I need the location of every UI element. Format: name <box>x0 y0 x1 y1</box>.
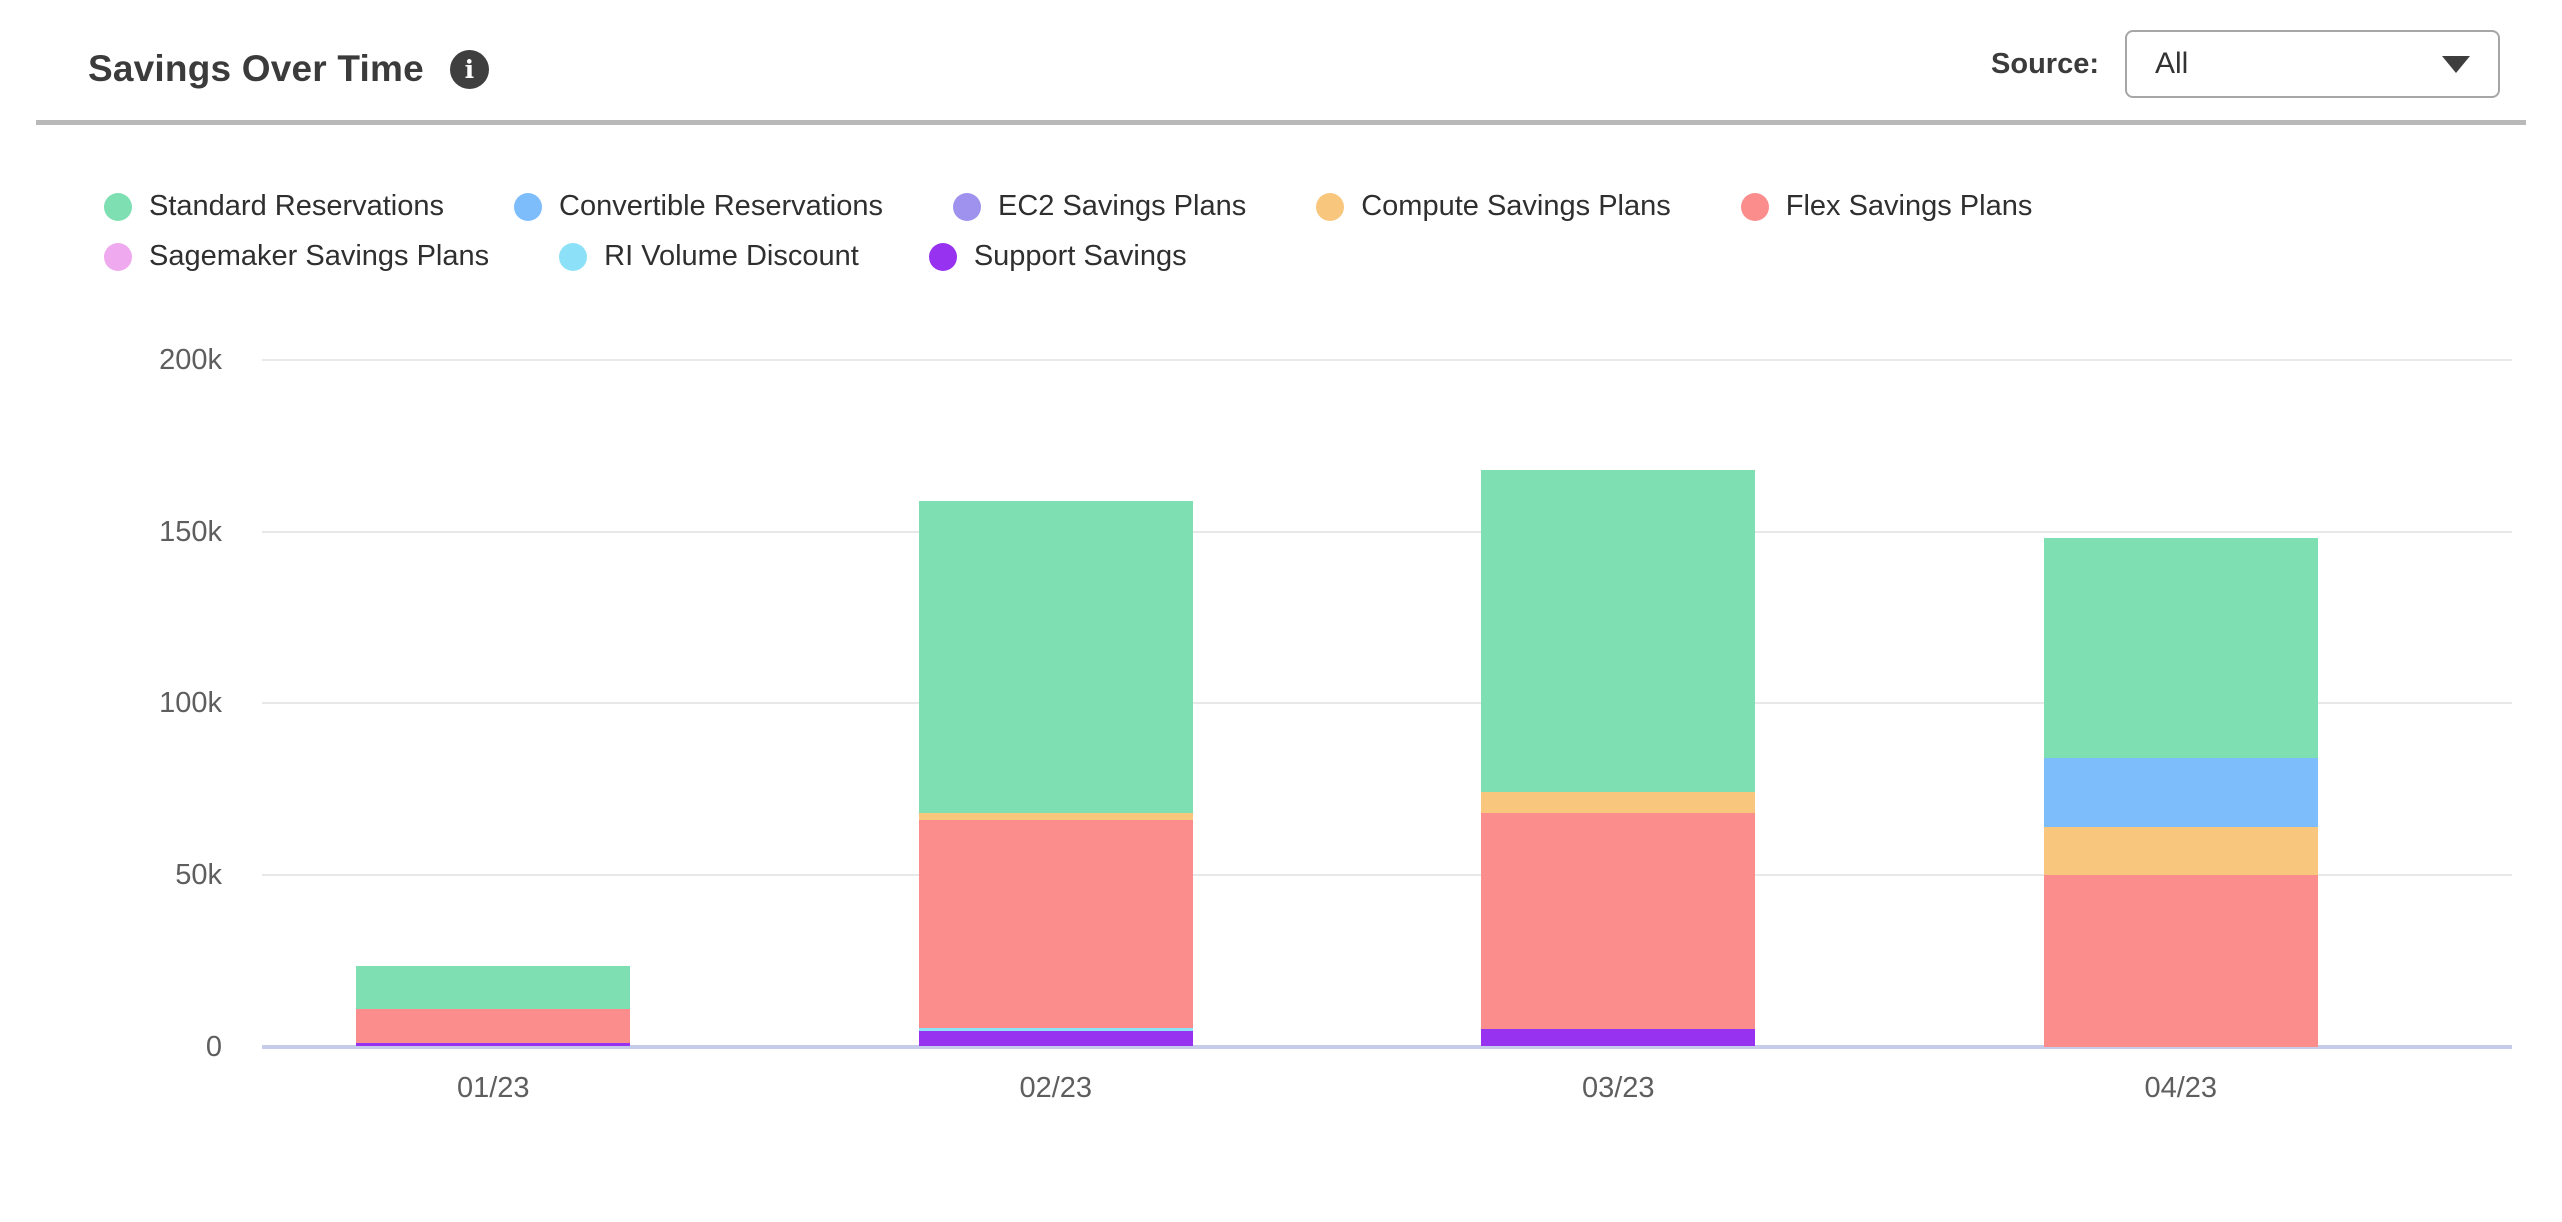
x-tick-label: 01/23 <box>456 1072 530 1104</box>
legend-swatch-icon <box>104 192 132 221</box>
legend-item-standard-reservations[interactable]: Standard Reservations <box>104 190 444 223</box>
chart-header: Savings Over Time i <box>88 48 489 90</box>
bar-segment-standard-reservations[interactable] <box>2043 538 2318 759</box>
bar-segment-support-savings[interactable] <box>1481 1029 1756 1047</box>
legend-label: Convertible Reservations <box>559 190 883 222</box>
bar-segment-standard-reservations[interactable] <box>918 500 1193 814</box>
legend-swatch-icon <box>1316 192 1345 221</box>
bar-segment-compute-savings-plans[interactable] <box>918 813 1193 820</box>
legend-item-convertible-reservations[interactable]: Convertible Reservations <box>514 190 883 223</box>
bar-segment-flex-savings-plans[interactable] <box>918 819 1193 1028</box>
legend-item-sagemaker-savings-plans[interactable]: Sagemaker Savings Plans <box>104 240 489 273</box>
bar-segment-standard-reservations[interactable] <box>356 965 631 1009</box>
page-title: Savings Over Time <box>88 48 424 89</box>
x-axis-line <box>262 1044 2512 1049</box>
gridline <box>262 359 2512 361</box>
legend-label: Flex Savings Plans <box>1785 190 2033 222</box>
legend-label: Standard Reservations <box>149 190 444 222</box>
gridline <box>262 873 2512 876</box>
legend-label: EC2 Savings Plans <box>997 190 1247 222</box>
source-label: Source: <box>1991 47 2099 80</box>
bar-segment-flex-savings-plans[interactable] <box>356 1008 631 1044</box>
source-selected-value: All <box>2155 47 2189 80</box>
y-tick-label: 100k <box>159 687 222 720</box>
legend-swatch-icon <box>104 242 132 271</box>
y-tick-label: 0 <box>205 1030 222 1063</box>
legend-item-ri-volume-discount[interactable]: RI Volume Discount <box>559 240 859 273</box>
bar-segment-compute-savings-plans[interactable] <box>2043 826 2318 875</box>
legend-label: Compute Savings Plans <box>1361 190 1671 222</box>
legend-item-ec2-savings-plans[interactable]: EC2 Savings Plans <box>952 190 1247 223</box>
legend-swatch-icon <box>559 242 588 271</box>
chevron-down-icon <box>2442 55 2470 73</box>
legend-label: Sagemaker Savings Plans <box>149 240 490 272</box>
legend-row-1: Standard Reservations Convertible Reserva… <box>104 190 2032 223</box>
bar-segment-standard-reservations[interactable] <box>1481 469 1756 793</box>
legend-label: Support Savings <box>973 240 1187 272</box>
info-icon-glyph: i <box>464 54 475 84</box>
y-tick-label: 50k <box>175 858 222 891</box>
legend-item-support-savings[interactable]: Support Savings <box>928 240 1187 273</box>
legend-row-2: Sagemaker Savings Plans RI Volume Discoun… <box>104 240 1187 273</box>
x-tick-label: 04/23 <box>2144 1072 2218 1104</box>
gridline <box>262 530 2512 533</box>
legend-item-flex-savings-plans[interactable]: Flex Savings Plans <box>1740 190 2033 223</box>
x-tick-label: 02/23 <box>1019 1072 1093 1104</box>
legend-item-compute-savings-plans[interactable]: Compute Savings Plans <box>1316 190 1671 223</box>
y-tick-label: 200k <box>159 344 222 376</box>
y-tick-label: 150k <box>159 515 222 548</box>
legend-swatch-icon <box>1740 192 1769 221</box>
bar-segment-flex-savings-plans[interactable] <box>1481 813 1756 1030</box>
bar-segment-ri-volume-discount[interactable] <box>918 1027 1193 1032</box>
gridline <box>262 702 2512 705</box>
legend-swatch-icon <box>952 192 981 221</box>
legend-swatch-icon <box>514 192 542 221</box>
source-dropdown[interactable]: All <box>2125 30 2500 98</box>
legend-label: RI Volume Discount <box>604 240 859 272</box>
source-control: Source: All <box>1991 30 2500 98</box>
bar-segment-support-savings[interactable] <box>918 1031 1193 1047</box>
header-divider <box>36 120 2526 125</box>
bar-segment-compute-savings-plans[interactable] <box>1481 792 1756 814</box>
info-icon[interactable]: i <box>449 49 489 89</box>
legend-swatch-icon <box>928 242 957 271</box>
bar-segment-flex-savings-plans[interactable] <box>2043 874 2318 1047</box>
x-tick-label: 03/23 <box>1581 1072 1655 1104</box>
bar-segment-support-savings[interactable] <box>356 1043 631 1047</box>
bar-segment-convertible-reservations[interactable] <box>2043 758 2318 827</box>
